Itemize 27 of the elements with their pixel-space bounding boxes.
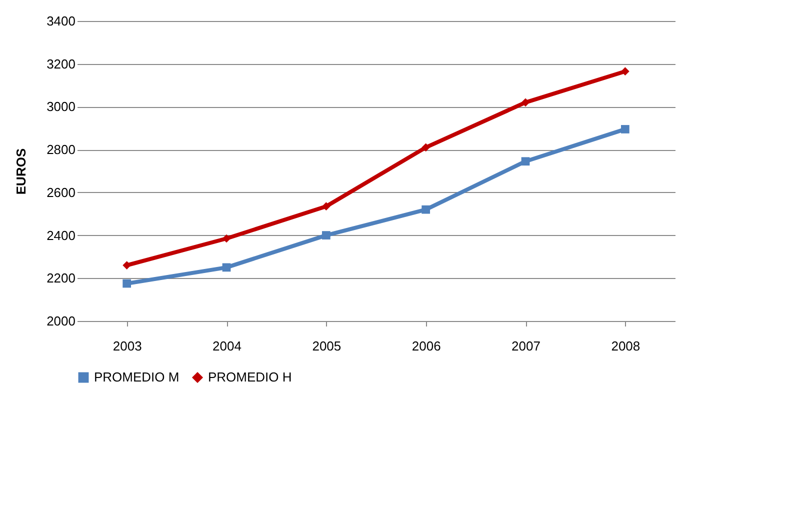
y-tick-label: 2800 xyxy=(46,142,76,158)
point xyxy=(422,205,430,214)
point xyxy=(620,67,630,76)
y-tick-label: 3000 xyxy=(46,99,76,114)
legend-label: PROMEDIO H xyxy=(208,370,292,385)
y-tick-label: 2400 xyxy=(46,228,76,243)
x-tick-label: 2008 xyxy=(611,338,640,354)
point xyxy=(122,279,132,288)
x-tick-label: 2003 xyxy=(112,338,142,354)
y-tick-label: 2200 xyxy=(46,270,76,286)
x-tick-label: 2007 xyxy=(512,338,540,354)
y-tick-label: 3200 xyxy=(46,56,76,72)
y-axis-title: EUROS xyxy=(14,148,29,195)
point xyxy=(422,143,430,152)
point xyxy=(620,125,630,134)
point xyxy=(222,234,231,243)
y-tick-label: 2600 xyxy=(46,184,76,200)
point xyxy=(322,202,330,211)
x-tick-label: 2005 xyxy=(312,338,342,354)
x-tick-label: 2006 xyxy=(412,338,441,354)
legend-label: PROMEDIO M xyxy=(94,370,180,385)
point xyxy=(322,231,330,240)
y-tick-label: 2000 xyxy=(46,314,76,328)
point xyxy=(222,263,231,272)
point xyxy=(521,157,530,166)
x-tick-label: 2004 xyxy=(212,338,242,354)
y-tick-label: 3400 xyxy=(46,14,76,28)
